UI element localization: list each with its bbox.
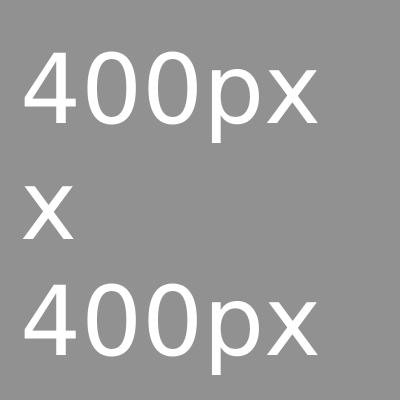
width-label: 400px — [20, 34, 321, 146]
height-label: 400px — [20, 266, 321, 378]
times-symbol: x — [20, 150, 77, 262]
